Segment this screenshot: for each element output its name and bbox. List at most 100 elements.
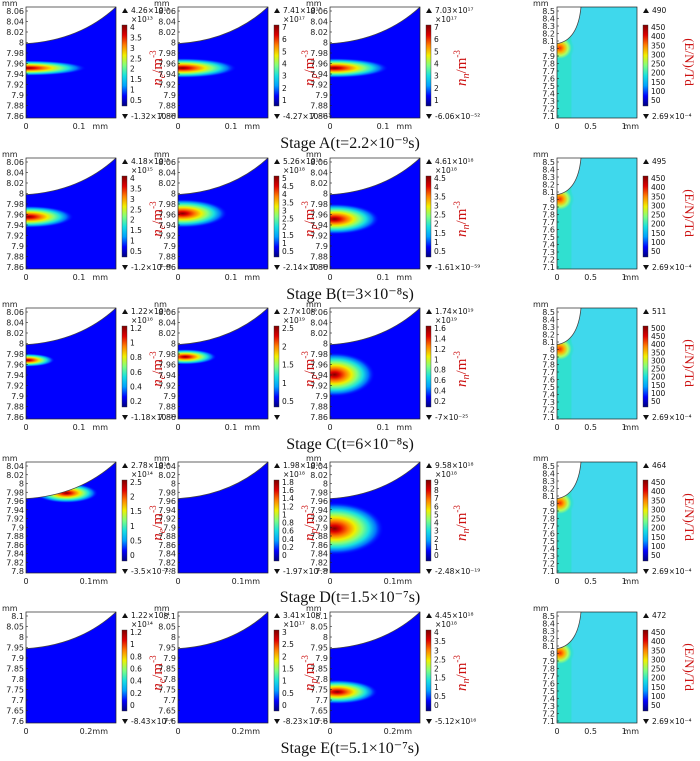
colorbar-tick-label: 1.2 (130, 324, 142, 333)
colorbar-tick-label: 1.8 (282, 478, 294, 487)
max-marker-icon (122, 613, 128, 618)
colorbar-max-label: 495 (652, 157, 667, 166)
y-tick-label: 8 (550, 196, 555, 205)
x-tick-label: 1 (622, 577, 627, 586)
colorbar-tick-label: 350 (651, 496, 666, 505)
electrode-region (557, 308, 581, 345)
y-tick-label: 7.98 (310, 488, 328, 497)
colorbar-tick-label: 1.5 (282, 231, 294, 240)
x-tick-label: 0.1 (73, 423, 86, 432)
plot-frame (177, 461, 269, 574)
plot-frame (25, 611, 117, 724)
colorbar-tick-label: 250 (651, 365, 666, 374)
density-blob (26, 205, 74, 228)
plot-frame (329, 157, 421, 270)
colorbar-gradient (425, 24, 432, 107)
colorbar-gradient (273, 175, 280, 258)
y-tick-label: 7.98 (6, 200, 24, 209)
max-marker-icon (274, 8, 280, 13)
y-tick-label: 7.6 (542, 75, 555, 84)
x-unit-label: mm (92, 577, 108, 586)
y-tick-label: 7.92 (310, 515, 328, 524)
y-tick-label: 7.94 (158, 506, 176, 515)
y-tick-label: 7.7 (542, 218, 555, 227)
y-tick-label: 7.88 (158, 102, 176, 111)
y-tick-label: 8.04 (6, 319, 24, 328)
y-tick-label: 7.7 (542, 368, 555, 377)
colorbar-gradient (121, 629, 128, 712)
y-tick-label: 7.96 (6, 60, 24, 69)
y-tick-label: 8.02 (158, 179, 176, 188)
colorbar-max-label: 2.7×10¹⁹ (283, 307, 317, 316)
y-tick-label: 8.2 (542, 635, 555, 644)
x-tick-label: 0 (175, 273, 180, 282)
y-tick-label: 8.02 (158, 471, 176, 480)
y-unit-label: mm (2, 454, 18, 463)
colorbar-tick-label: 450 (651, 478, 666, 487)
y-tick-label: 8.04 (158, 169, 176, 178)
colorbar-tick-label: 0 (434, 551, 439, 560)
y-tick-label: 8.4 (542, 316, 555, 325)
quantity-label-ne: ne/m-3 (148, 505, 168, 541)
y-tick-label: 7.9 (542, 657, 555, 666)
y-tick-label: 7.7 (315, 696, 328, 705)
y-tick-label: 7.4 (542, 695, 555, 704)
y-tick-label: 8.4 (542, 470, 555, 479)
electrode-boundary (177, 157, 269, 196)
colorbar-tick-label: 50 (651, 551, 661, 560)
colorbar-gradient (642, 175, 649, 258)
colorbar-exponent: ×10¹⁹ (283, 316, 305, 325)
colorbar-tick-label: 250 (651, 60, 666, 69)
panel-en: mm8.58.48.38.28.187.97.87.77.67.57.47.37… (533, 300, 697, 432)
colorbar-tick-label: 0.6 (130, 665, 142, 674)
colorbar-tick-label: 0.2 (130, 397, 142, 406)
y-tick-label: 7.88 (310, 403, 328, 412)
min-marker-icon (122, 265, 128, 270)
y-tick-label: 8.04 (6, 462, 24, 471)
y-tick-label: 8.5 (542, 158, 555, 167)
colorbar-exponent: ×10¹⁷ (283, 620, 305, 629)
y-tick-label: 7.2 (542, 560, 555, 569)
density-blob (178, 199, 228, 228)
y-tick-label: 7.85 (310, 665, 328, 674)
y-tick-label: 7.98 (310, 350, 328, 359)
colorbar-max-label: 4.18×10¹⁵ (131, 157, 170, 166)
y-tick-label: 8.02 (6, 471, 24, 480)
quantity-label-nn: nn/m-3 (452, 351, 472, 387)
x-tick-label: 0.1 (80, 577, 93, 586)
x-tick-label: 0.1 (377, 423, 390, 432)
y-tick-label: 7.88 (6, 253, 24, 262)
colorbar-tick-label: 450 (651, 23, 666, 32)
y-unit-label: mm (533, 300, 549, 309)
y-unit-label: mm (533, 604, 549, 613)
y-tick-label: 7.88 (6, 532, 24, 541)
y-tick-label: 7.9 (315, 242, 328, 251)
field-region (571, 612, 637, 723)
y-tick-label: 7.92 (158, 81, 176, 90)
x-tick-label: 0 (175, 727, 180, 736)
y-tick-label: 7.92 (158, 382, 176, 391)
y-tick-label: 8 (171, 480, 176, 489)
colorbar-gradient (121, 479, 128, 562)
colorbar-max-label: 9.58×10¹⁸ (435, 461, 474, 470)
electrode-boundary (556, 307, 582, 346)
y-tick-label: 7.9 (163, 523, 176, 532)
y-unit-label: mm (154, 454, 170, 463)
field-region (571, 158, 637, 269)
colorbar-tick-label: 0.4 (130, 382, 142, 391)
y-tick-label: 7.98 (158, 200, 176, 209)
colorbar-tick-label: 200 (651, 69, 666, 78)
x-unit-label: mm (244, 423, 260, 432)
y-tick-label: 7.8 (315, 675, 328, 684)
quantity-label-np: np/m-3 (300, 655, 320, 691)
y-tick-label: 8.02 (310, 471, 328, 480)
colorbar-tick-label: 0.5 (282, 247, 294, 256)
y-tick-label: 7.65 (158, 707, 176, 716)
y-unit-label: mm (533, 0, 549, 8)
colorbar-tick-label: 6 (434, 502, 439, 511)
electrode-region (330, 462, 420, 499)
plot-frame (329, 461, 421, 574)
plot-frame (556, 6, 638, 119)
